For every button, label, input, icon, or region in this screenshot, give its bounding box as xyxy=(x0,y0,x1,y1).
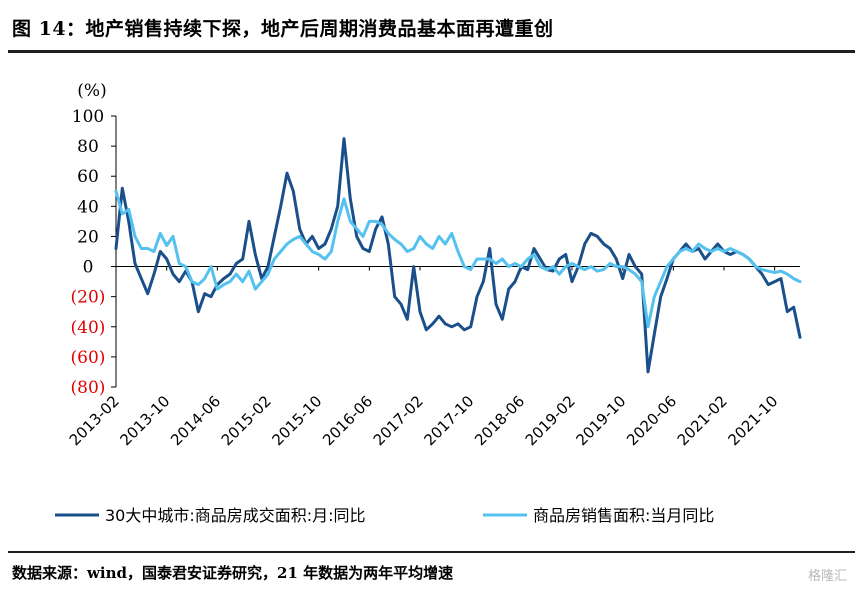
x-tick-label: 2013-02 xyxy=(66,392,123,449)
x-tick-label: 2021-02 xyxy=(674,392,731,449)
x-tick-label: 2014-06 xyxy=(167,392,224,449)
x-tick-label: 2017-10 xyxy=(420,392,477,449)
y-tick-label: (60) xyxy=(71,348,106,368)
y-tick-label: (40) xyxy=(71,318,106,338)
x-tick-label: 2021-10 xyxy=(724,392,781,449)
x-tick-label: 2015-10 xyxy=(268,392,325,449)
x-tick-label: 2016-06 xyxy=(319,392,376,449)
chart: (%)100806040200(20)(40)(60)(80)2013-0220… xyxy=(55,81,802,525)
x-tick-label: 2018-06 xyxy=(471,392,528,449)
watermark: 格隆汇 xyxy=(807,569,847,584)
y-axis-unit-label: (%) xyxy=(77,81,106,101)
y-tick-label: 40 xyxy=(77,197,99,217)
x-tick-label: 2019-10 xyxy=(572,392,629,449)
source-note: 数据来源：wind，国泰君安证券研究，21 年数据为两年平均增速 xyxy=(12,564,454,582)
series-line-1 xyxy=(114,137,802,374)
y-tick-label: 20 xyxy=(77,227,99,247)
title-rule xyxy=(8,50,855,53)
footer-rule xyxy=(8,551,855,553)
legend-label-2: 商品房销售面积:当月同比 xyxy=(533,506,714,525)
y-tick-label: 0 xyxy=(83,258,94,278)
y-tick-label: 80 xyxy=(77,137,99,157)
figure-title: 图 14：地产销售持续下探，地产后周期消费品基本面再遭重创 xyxy=(12,18,554,40)
x-tick-label: 2015-02 xyxy=(218,392,275,449)
x-tick-label: 2017-02 xyxy=(370,392,427,449)
x-tick-label: 2020-06 xyxy=(623,392,680,449)
y-tick-label: 60 xyxy=(77,167,99,187)
x-tick-label: 2019-02 xyxy=(522,392,579,449)
series-line-2 xyxy=(114,189,802,329)
y-tick-label: (20) xyxy=(71,288,106,308)
y-tick-label: 100 xyxy=(72,107,104,127)
y-tick-label: (80) xyxy=(71,378,106,398)
legend-label-1: 30大中城市:商品房成交面积:月:同比 xyxy=(105,506,366,525)
x-tick-label: 2013-10 xyxy=(116,392,173,449)
